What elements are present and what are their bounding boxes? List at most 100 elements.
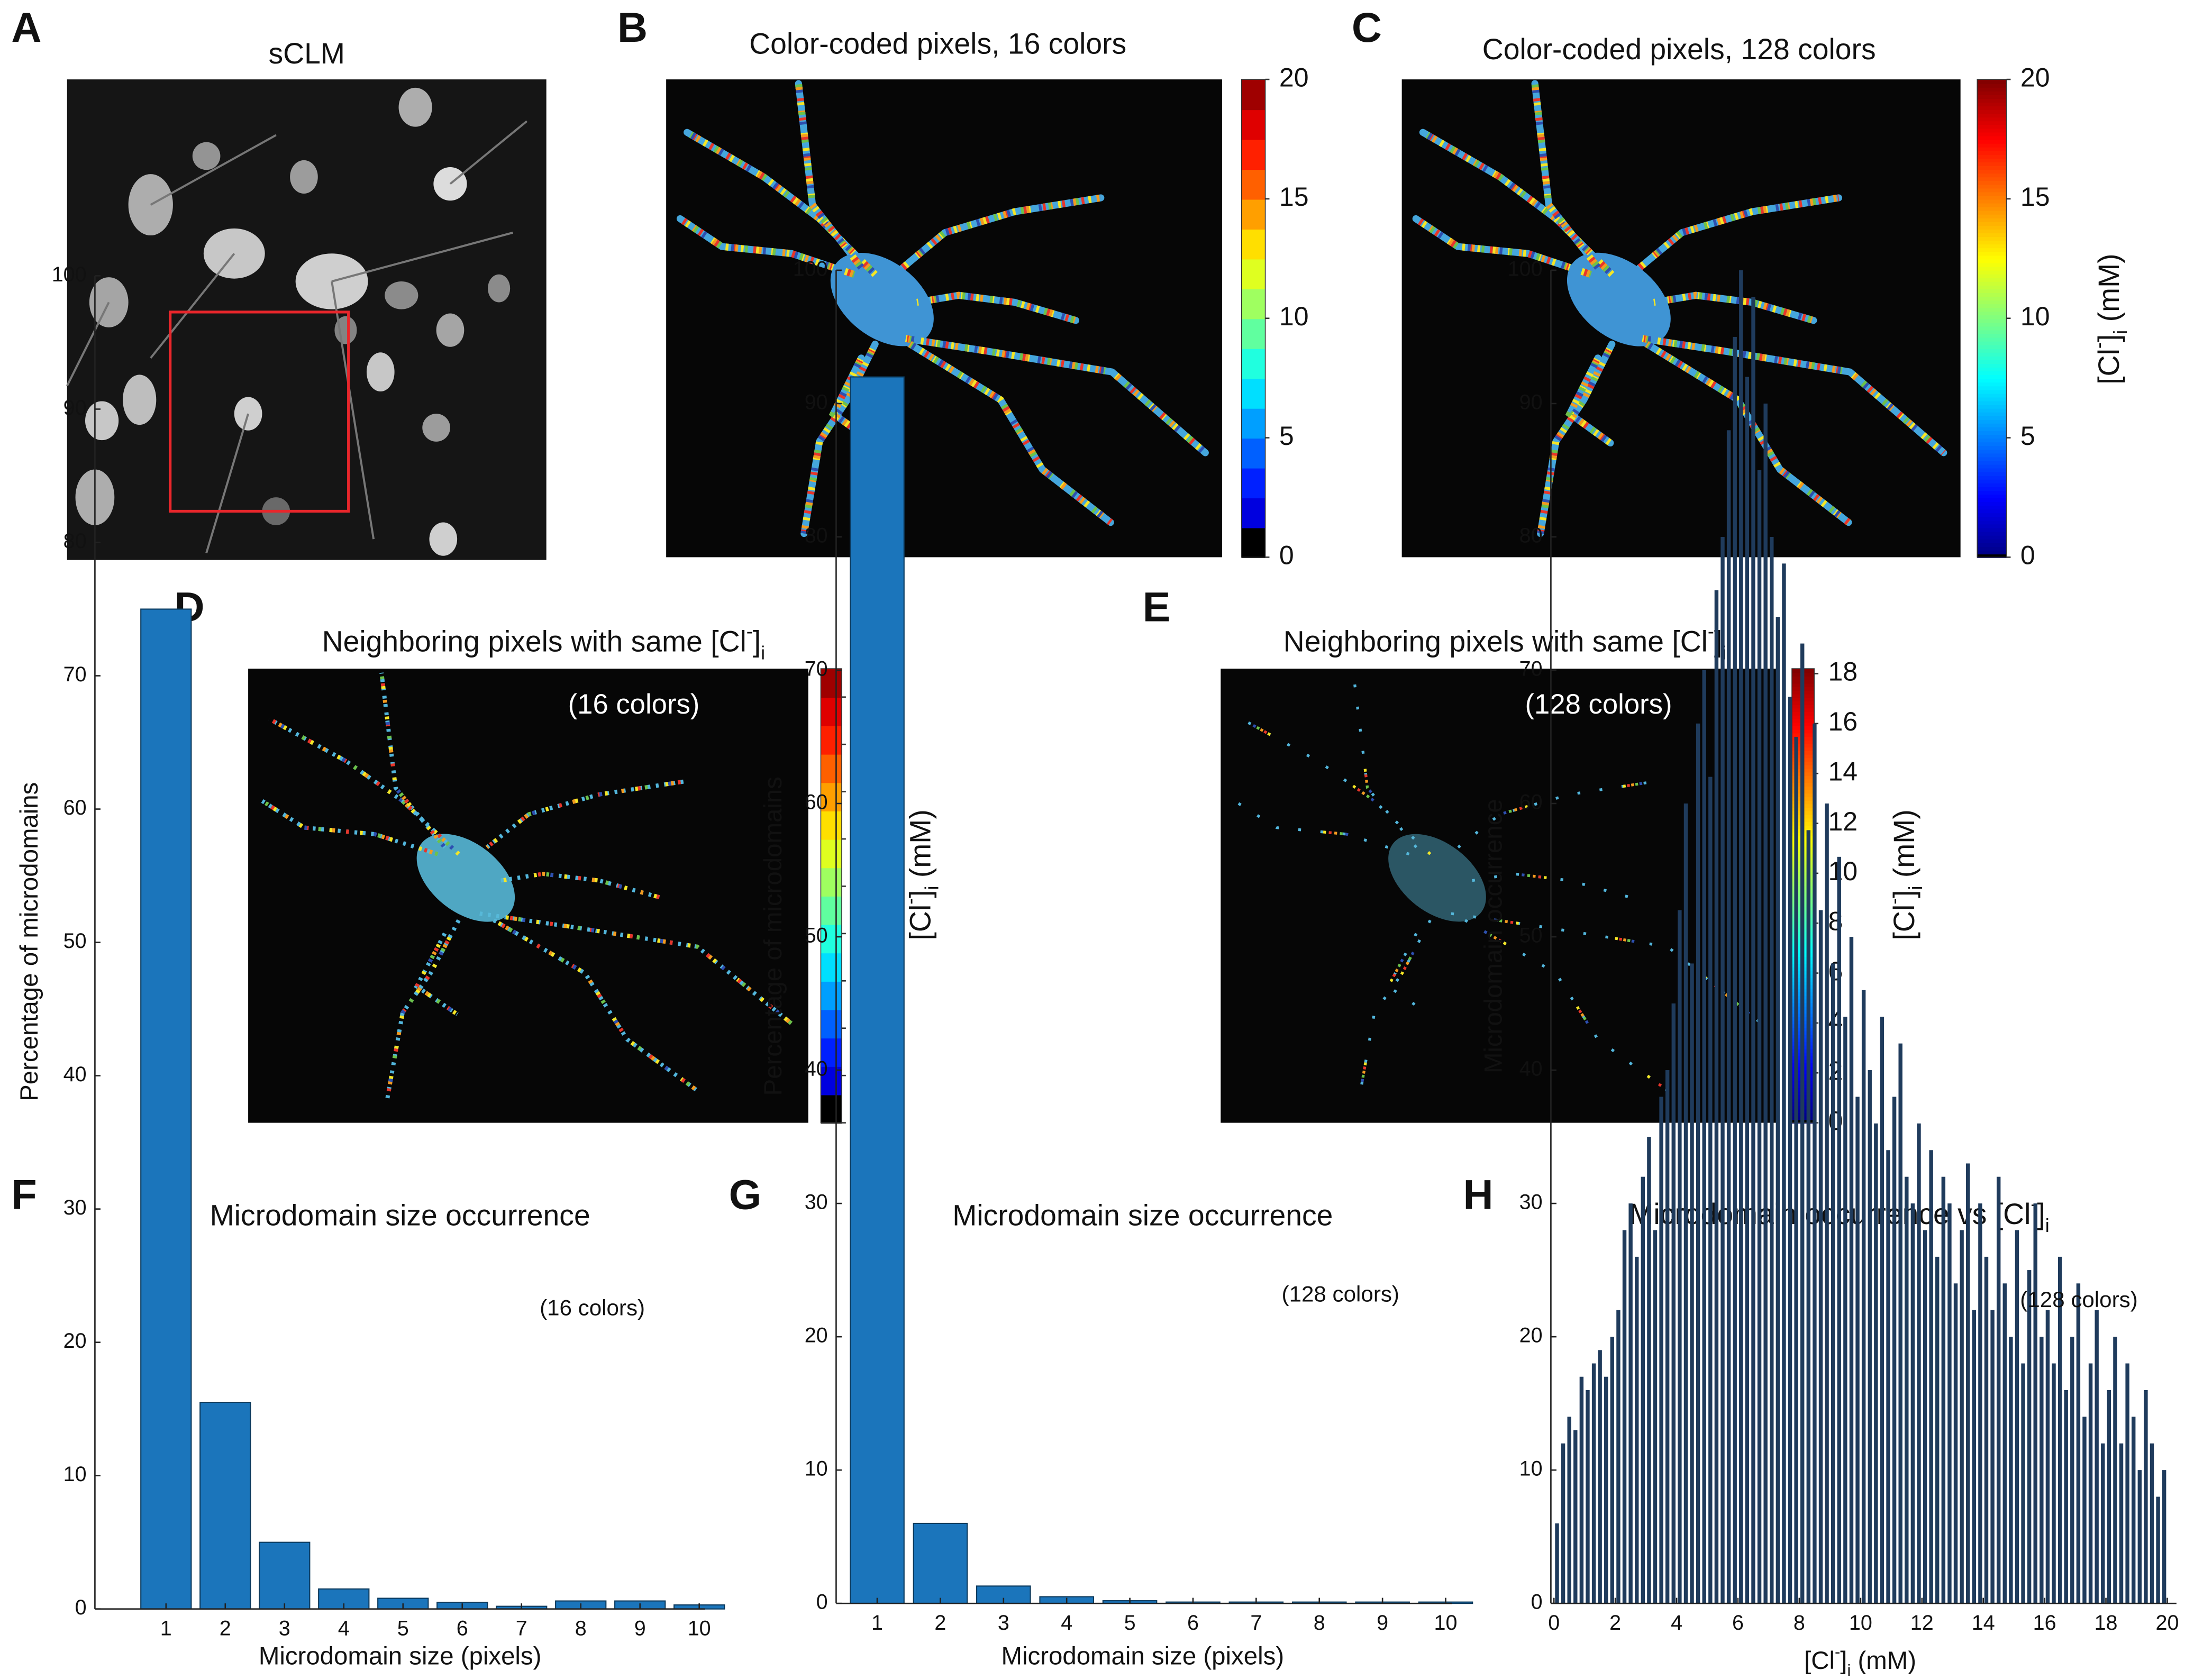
histogram-bar [1990,1310,1995,1604]
histogram-bar [1843,1017,1847,1604]
colorbar-step [1977,195,2007,200]
cell [123,375,157,425]
colorbar-step [821,1066,842,1095]
colorbar-step [1977,437,2007,443]
histogram-bar [2045,1310,2050,1604]
panel-title-part: Neighboring pixels with same [Cl [322,625,746,658]
colorbar-step [1977,337,2007,342]
colorbar-step [1977,158,2007,162]
histogram-bar [1635,1256,1639,1604]
colorbar-tick-label: 5 [2020,421,2035,451]
colorbar-step [1977,225,2007,230]
colorbar-step [821,924,842,954]
colorbar-label-part: (mM) [904,809,936,885]
colorbar-step [1977,497,2007,503]
colorbar-label-part: [Cl [904,905,936,941]
histogram-bar [2162,1470,2166,1604]
cell [385,281,418,309]
roi-box [168,311,350,513]
colorbar-label-part: - [899,898,921,905]
colorbar-label-part: (mM) [1888,809,1920,885]
cell [366,352,395,392]
histogram-bar [1702,670,1706,1604]
colorbar-tick-label: 10 [2020,302,2050,331]
histogram-bar [1960,1230,1964,1604]
colorbar-label-part: - [2088,342,2109,349]
colorbar-frame [820,668,842,1124]
colorbar-step [1977,292,2007,297]
x-tick-label: 2 [934,1611,946,1635]
x-axis-label: [Cl-]i (mM) [1804,1642,1916,1679]
colorbar-step [1977,281,2007,286]
colorbar-step [821,725,842,755]
colorbar-step [1977,191,2007,196]
histogram-bar [1776,617,1780,1604]
histogram-bar [1598,1350,1602,1604]
colorbar-step [1241,79,1266,111]
speckle [795,83,864,270]
colorbar-step [1977,527,2007,532]
speckle [800,342,879,534]
colorbar-tick-label: 18 [1828,657,1858,687]
colorbar-step [821,896,842,925]
soma [1388,834,1486,922]
panel-title-part: - [746,620,753,642]
annotation: (16 colors) [568,689,700,720]
colorbar-step [1977,352,2007,357]
panel-title: Microdomain occurrence vs [Cl-]i [1629,1193,2049,1236]
colorbar-step [1241,497,1266,528]
x-axis-label: Microdomain size (pixels) [1002,1642,1285,1670]
histogram-bar [2009,1337,2013,1604]
cell [436,313,465,347]
speckle [1653,291,1815,324]
colorbar-step [1977,460,2007,465]
colorbar-step [1977,184,2007,189]
colorbar-step [1241,408,1266,439]
colorbar-step [821,697,842,726]
colorbar-step [821,839,842,869]
y-tick-label: 90 [805,390,828,414]
bar [259,1541,311,1610]
colorbar-step [821,1037,842,1067]
speckle [1537,342,1615,534]
colorbar-step [1977,501,2007,506]
histogram-bar [1757,470,1762,1604]
speckle [1653,291,1815,324]
colorbar-label: [Cl-]i (mM) [1883,809,1926,940]
colorbar-step [1977,221,2007,226]
speckle [1637,194,1840,270]
histogram-bar [1855,1097,1860,1604]
panel-letter: G [729,1171,761,1218]
image-background [248,669,808,1123]
histogram-bar [1831,963,1835,1604]
colorbar-step [1977,288,2007,293]
colorbar-step [1977,161,2007,166]
colorbar-step [1977,113,2007,118]
colorbar-step [1977,154,2007,159]
colorbar-step [1977,127,2007,133]
y-tick-label: 60 [1519,790,1543,814]
panel-title-part: Neighboring pixels with same [Cl [1283,625,1708,658]
colorbar-tick-label: 10 [1279,302,1309,331]
speckle [1414,215,1592,278]
x-tick-label: 18 [2095,1611,2118,1635]
dendrite [261,799,439,856]
colorbar-step [1977,468,2007,472]
histogram-bar [2057,1256,2062,1604]
x-axis-label-part: (mM) [1851,1646,1916,1674]
histogram-bar [1905,1176,1909,1604]
colorbar-step [1241,198,1266,230]
colorbar-step [1977,426,2007,432]
speckle [1531,83,1601,270]
annotation: (128 colors) [1525,689,1672,720]
histogram-bar [1806,830,1811,1604]
histogram-bar [1714,590,1719,1604]
colorbar-step [1977,490,2007,495]
speckle [379,672,447,849]
colorbar-step [1241,288,1266,319]
histogram-bar [1604,1376,1608,1604]
colorbar-step [1977,240,2007,245]
x-tick-label: 8 [1314,1611,1325,1635]
colorbar-step [1977,419,2007,424]
x-tick-label: 2 [220,1617,231,1640]
